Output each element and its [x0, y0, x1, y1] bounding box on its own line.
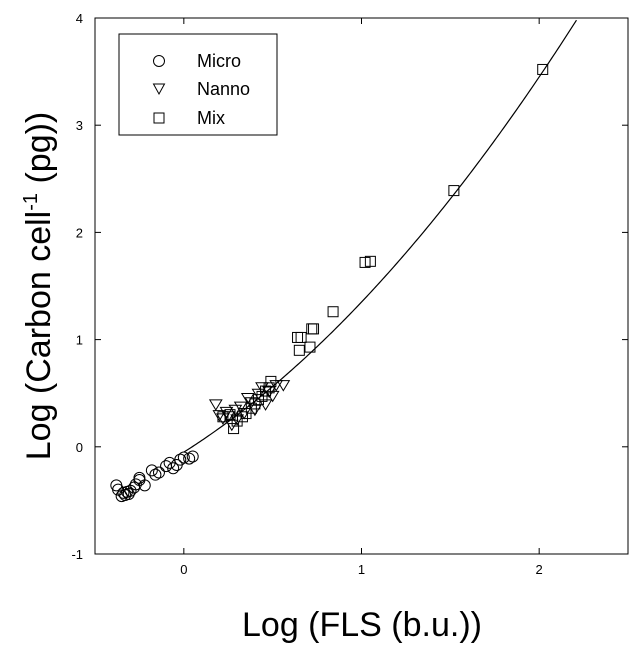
- nanno-point: [262, 386, 276, 399]
- mix-point: [537, 63, 549, 75]
- micro-point: [129, 478, 142, 491]
- micro-point: [138, 479, 151, 492]
- nanno-point: [233, 401, 248, 414]
- mix-point: [265, 375, 277, 387]
- micro-point: [167, 462, 180, 475]
- mix-point: [448, 185, 460, 197]
- mix-point: [308, 323, 320, 335]
- mix-point: [293, 344, 305, 356]
- micro-point: [183, 452, 196, 465]
- mix-point: [228, 423, 240, 435]
- data-points: [110, 63, 549, 503]
- y-tick-label: 1: [76, 333, 83, 348]
- legend-circle-icon: [153, 55, 165, 67]
- x-tick-label: 2: [536, 562, 543, 577]
- y-tick-label: 0: [76, 440, 83, 455]
- legend-label-nanno: Nanno: [197, 79, 250, 99]
- mix-point: [249, 398, 261, 410]
- micro-point: [177, 451, 190, 464]
- micro-point: [152, 466, 165, 479]
- legend-square-icon: [153, 112, 165, 124]
- nanno-point: [248, 404, 262, 417]
- y-axis-tick-labels: -1 0 1 2 3 4: [71, 11, 83, 562]
- nanno-point: [276, 380, 291, 392]
- nanno-point: [212, 410, 227, 422]
- micro-point: [186, 450, 199, 463]
- legend-label-mix: Mix: [197, 108, 225, 128]
- y-axis-ticks: [95, 17, 628, 555]
- mix-point: [304, 341, 316, 353]
- micro-point: [149, 468, 162, 481]
- micro-point: [160, 460, 173, 473]
- nanno-point: [228, 404, 243, 417]
- mix-point: [292, 331, 304, 343]
- micro-point: [145, 464, 158, 477]
- x-axis-ticks: [183, 18, 540, 554]
- micro-point: [174, 453, 187, 466]
- legend: Micro Nanno Mix: [118, 33, 278, 136]
- legend-label-micro: Micro: [197, 51, 241, 71]
- x-tick-label: 0: [180, 562, 187, 577]
- y-axis-title: Log (Carbon cell-1 (pg)): [20, 112, 58, 461]
- mix-point: [295, 331, 307, 343]
- y-tick-label: 2: [76, 225, 83, 240]
- legend-triangle-down-icon: [152, 83, 166, 96]
- mix-point: [263, 382, 275, 394]
- mix-point: [245, 402, 257, 414]
- nanno-point: [255, 382, 269, 394]
- mix-point: [217, 411, 229, 423]
- x-axis-title: Log (FLS (b.u.)): [242, 606, 482, 644]
- legend-box: [118, 33, 278, 136]
- y-tick-label: 3: [76, 118, 83, 133]
- nanno-point: [216, 413, 230, 425]
- y-tick-label: 4: [76, 11, 83, 26]
- mix-point: [364, 255, 376, 267]
- x-tick-label: 1: [358, 562, 365, 577]
- mix-point: [224, 409, 236, 421]
- x-axis-tick-labels: 0 1 2: [180, 562, 543, 577]
- y-tick-label: -1: [71, 547, 83, 562]
- mix-point: [327, 306, 339, 318]
- nanno-point: [208, 399, 223, 411]
- mix-point: [236, 411, 248, 423]
- mix-point: [252, 394, 264, 406]
- nanno-point: [219, 406, 234, 419]
